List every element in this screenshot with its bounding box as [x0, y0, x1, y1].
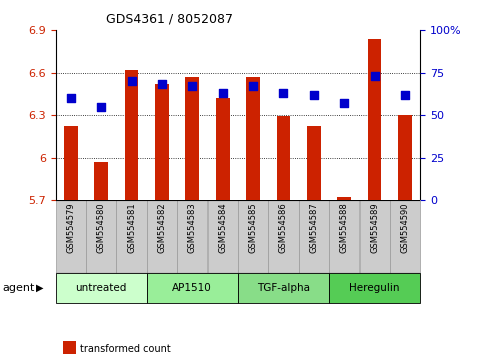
Text: GSM554584: GSM554584: [218, 202, 227, 253]
Bar: [338, 197, 351, 200]
Bar: [246, 77, 260, 200]
Text: GSM554585: GSM554585: [249, 202, 257, 253]
Point: [97, 104, 105, 109]
Text: GSM554588: GSM554588: [340, 202, 349, 253]
Text: GSM554583: GSM554583: [188, 202, 197, 253]
Bar: [56, 273, 147, 303]
Text: transformed count: transformed count: [80, 344, 170, 354]
Bar: [125, 70, 138, 200]
Text: GSM554581: GSM554581: [127, 202, 136, 253]
Point: [280, 90, 287, 96]
Bar: [307, 126, 321, 200]
Bar: [147, 200, 177, 273]
Bar: [359, 200, 390, 273]
Bar: [238, 200, 268, 273]
Text: GDS4361 / 8052087: GDS4361 / 8052087: [106, 12, 233, 25]
Text: agent: agent: [2, 282, 35, 293]
Text: TGF-alpha: TGF-alpha: [257, 282, 310, 293]
Bar: [368, 39, 382, 200]
Point: [371, 73, 379, 79]
Bar: [390, 200, 420, 273]
Bar: [329, 273, 420, 303]
Point: [128, 78, 135, 84]
Bar: [398, 115, 412, 200]
Text: GSM554579: GSM554579: [66, 202, 75, 253]
Bar: [277, 116, 290, 200]
Bar: [269, 200, 298, 273]
Point: [188, 83, 196, 89]
Bar: [155, 84, 169, 200]
Point: [401, 92, 409, 97]
Text: AP1510: AP1510: [172, 282, 212, 293]
Text: GSM554590: GSM554590: [400, 202, 410, 253]
Bar: [64, 126, 78, 200]
Bar: [86, 200, 116, 273]
Bar: [238, 273, 329, 303]
Point: [67, 95, 74, 101]
Bar: [208, 200, 238, 273]
Text: GSM554580: GSM554580: [97, 202, 106, 253]
Point: [341, 100, 348, 106]
Bar: [94, 162, 108, 200]
Point: [219, 90, 227, 96]
Bar: [299, 200, 329, 273]
Text: GSM554587: GSM554587: [309, 202, 318, 253]
Bar: [56, 200, 86, 273]
Text: GSM554586: GSM554586: [279, 202, 288, 253]
Point: [249, 83, 257, 89]
Text: ▶: ▶: [36, 282, 44, 293]
Text: untreated: untreated: [75, 282, 127, 293]
Text: GSM554582: GSM554582: [157, 202, 167, 253]
Text: Heregulin: Heregulin: [349, 282, 400, 293]
Bar: [185, 77, 199, 200]
Bar: [329, 200, 359, 273]
Bar: [116, 200, 146, 273]
Bar: [177, 200, 207, 273]
Point: [310, 92, 318, 97]
Text: GSM554589: GSM554589: [370, 202, 379, 253]
Bar: [216, 98, 229, 200]
Point: [158, 82, 166, 87]
Bar: [147, 273, 238, 303]
